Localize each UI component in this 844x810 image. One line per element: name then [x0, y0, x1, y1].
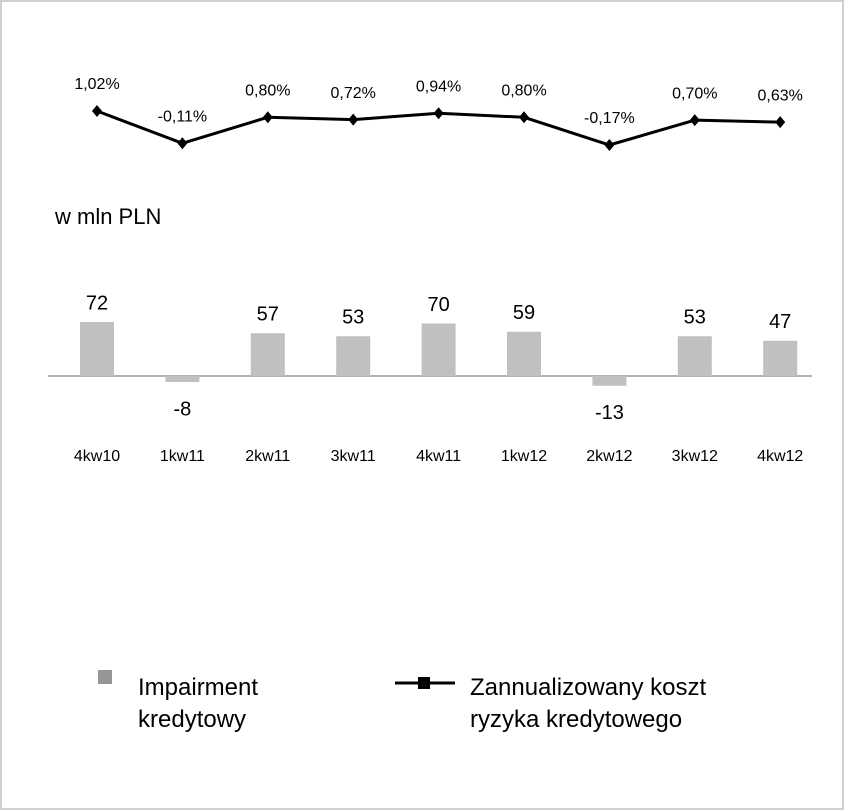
x-tick-label: 1kw12 [501, 448, 547, 465]
marker [262, 111, 273, 124]
data-label: 0,94% [416, 79, 461, 96]
data-label: 0,80% [501, 83, 546, 100]
data-label: -0,17% [584, 110, 635, 127]
data-label: 53 [342, 307, 364, 329]
bar [507, 331, 541, 376]
x-tick-label: 2kw12 [586, 448, 632, 465]
data-label: 0,72% [331, 85, 376, 102]
x-tick-label: 1kw11 [160, 448, 205, 465]
data-label: 47 [769, 311, 791, 333]
x-tick-label: 4kw10 [74, 448, 120, 465]
data-label: 0,70% [672, 85, 717, 102]
legend-bar-text: Impairment kredytowy [138, 674, 259, 733]
marker [519, 111, 529, 124]
data-label: -8 [174, 398, 192, 420]
legend-swatch [98, 670, 112, 684]
bar [165, 376, 200, 382]
legend-line-text: Zannualizowany koszt ryzyka kredytowego [470, 674, 707, 733]
bar [677, 336, 712, 376]
data-label: 72 [86, 292, 108, 314]
legend-marker [418, 677, 430, 689]
bar [80, 322, 114, 376]
bar [421, 323, 456, 376]
marker [177, 137, 188, 150]
data-label: 0,63% [758, 87, 803, 104]
data-label: -0,11% [158, 109, 208, 126]
bar [592, 376, 627, 386]
marker [775, 116, 786, 129]
data-label: 70 [427, 294, 449, 316]
marker [348, 113, 359, 126]
marker [689, 114, 700, 127]
data-label: 59 [513, 302, 535, 324]
data-label: 0,80% [245, 83, 290, 100]
x-tick-label: 2kw11 [245, 448, 290, 465]
bar [763, 340, 798, 376]
data-label: 1,02% [74, 76, 119, 93]
marker [433, 107, 444, 120]
bar [336, 336, 371, 376]
marker [604, 139, 615, 151]
data-label: -13 [595, 402, 624, 424]
marker [92, 105, 102, 117]
data-label: 53 [684, 307, 706, 329]
bar [250, 333, 285, 376]
x-tick-label: 3kw11 [331, 448, 376, 465]
x-tick-label: 4kw11 [416, 448, 461, 465]
x-tick-label: 3kw12 [672, 448, 718, 465]
data-label: 57 [257, 304, 279, 326]
unit-label: w mln PLN [54, 204, 161, 229]
x-tick-label: 4kw12 [757, 448, 803, 465]
